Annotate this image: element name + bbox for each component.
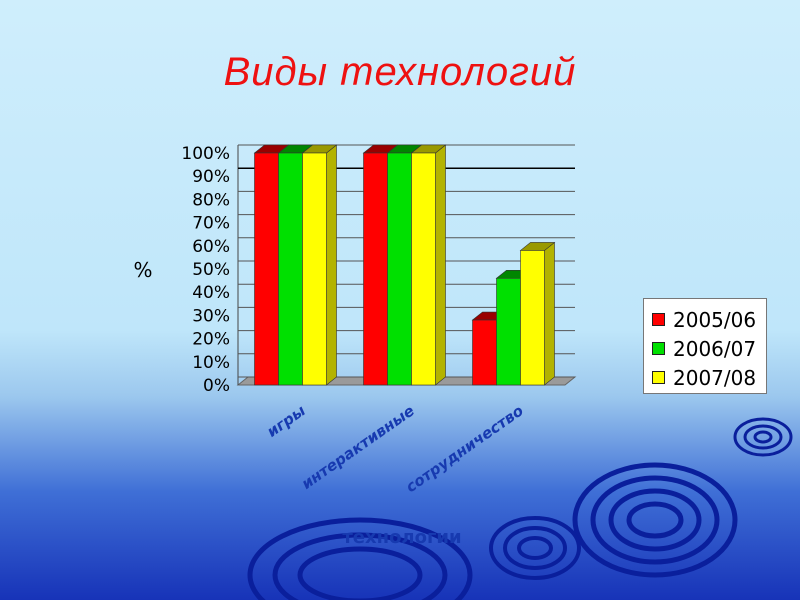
chart-legend: 2005/06 2006/07 2007/08	[643, 298, 767, 394]
bar	[411, 152, 436, 386]
bar	[278, 152, 303, 386]
y-tick-label: 40%	[192, 283, 230, 303]
y-tick-label: 80%	[192, 190, 230, 210]
ripple-left	[247, 517, 473, 600]
ripple-large	[572, 462, 738, 578]
legend-label: 2005/06	[673, 307, 757, 332]
y-axis-title: %	[133, 258, 152, 282]
y-tick-label: 70%	[192, 214, 230, 234]
y-tick-label: 20%	[192, 330, 230, 350]
y-tick-label: 90%	[192, 167, 230, 187]
x-category-label: интерактивные	[298, 402, 418, 493]
x-category-label: сотрудничество	[402, 402, 526, 497]
bar	[363, 152, 388, 386]
x-category-label: игры	[264, 401, 310, 440]
legend-label: 2006/07	[673, 336, 757, 361]
legend-swatch-green	[652, 342, 665, 355]
y-tick-label: 50%	[192, 260, 230, 280]
legend-item: 2007/08	[652, 363, 760, 392]
bar	[520, 250, 545, 386]
ripple-medium	[489, 516, 581, 580]
bar	[387, 152, 412, 386]
bar-side	[435, 144, 446, 386]
bar-side	[544, 241, 555, 386]
y-tick-label: 100%	[181, 144, 230, 164]
bar	[472, 319, 497, 386]
legend-item: 2006/07	[652, 334, 760, 363]
legend-swatch-red	[652, 313, 665, 326]
y-tick-label: 10%	[192, 353, 230, 373]
slide-title: Виды технологий	[223, 50, 577, 94]
bar	[302, 152, 327, 386]
bar	[254, 152, 279, 386]
ripple-small	[733, 417, 793, 457]
y-tick-label: 60%	[192, 237, 230, 257]
legend-swatch-yellow	[652, 371, 665, 384]
legend-label: 2007/08	[673, 365, 757, 390]
y-tick-label: 30%	[192, 306, 230, 326]
legend-item: 2005/06	[652, 305, 760, 334]
y-tick-label: 0%	[203, 376, 230, 396]
bar	[496, 277, 521, 386]
bar-side	[326, 144, 337, 386]
x-axis-title: технологии	[342, 527, 461, 548]
